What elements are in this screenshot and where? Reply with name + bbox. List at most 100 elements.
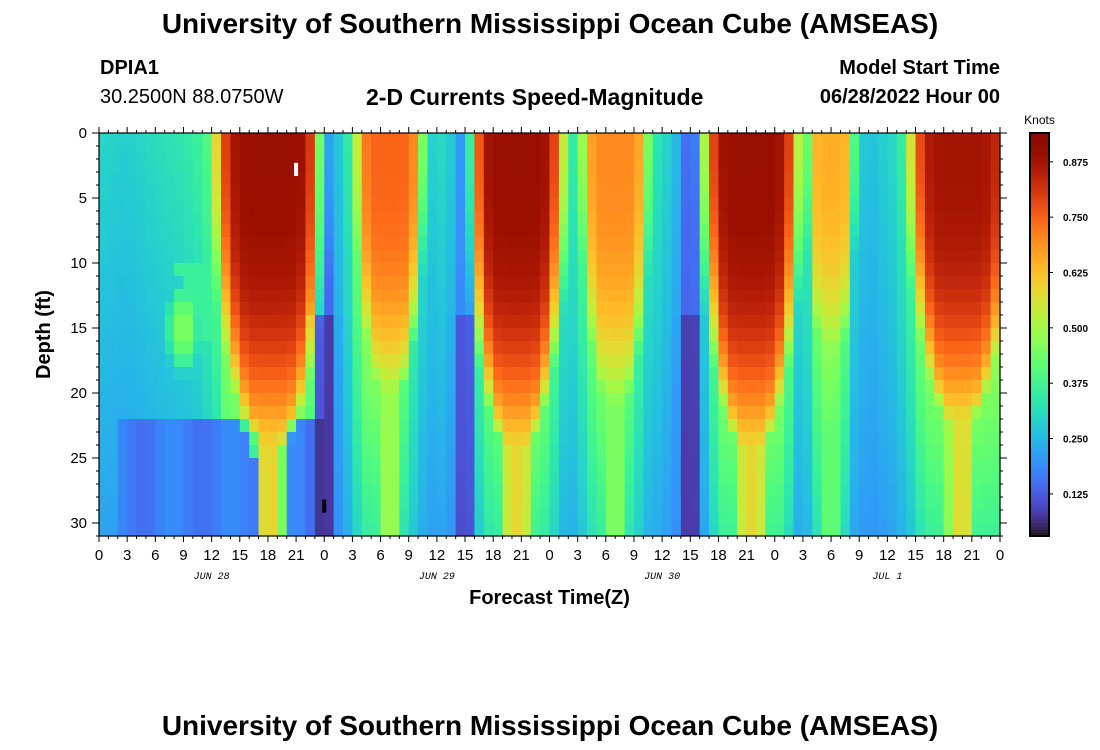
heat-cell [755,237,766,251]
heat-cell [521,250,532,264]
heat-cell [849,510,860,524]
heat-cell [633,315,644,329]
heat-cell [389,484,400,498]
heat-cell [305,289,316,303]
heat-cell [577,432,588,446]
heat-cell [652,510,663,524]
colorbar-segment [1030,371,1049,376]
heat-cell [643,276,654,290]
heat-cell [258,445,269,459]
heat-cell [117,510,128,524]
heat-cell [352,484,363,498]
heat-cell [221,211,231,225]
heat-cell [821,224,832,238]
heat-cell [164,198,175,212]
heat-cell [849,172,860,186]
heat-cell [230,393,241,407]
heat-cell [990,510,1001,524]
heat-cell [530,419,541,433]
heat-cell [380,471,391,485]
heat-cell [145,289,156,303]
heat-cell [906,367,917,381]
heat-cell [249,172,260,186]
colorbar-segment [1030,307,1049,312]
heat-cell [211,497,222,511]
heat-cell [877,224,888,238]
heat-cell [408,237,419,251]
heat-cell [521,406,532,420]
heat-cell [399,302,410,316]
heat-cell [868,523,879,537]
heat-cell [483,523,494,537]
x-tick-label: 21 [513,547,530,564]
heat-cell [784,315,795,329]
heat-cell [877,419,888,433]
heat-cell [399,185,410,199]
heat-cell [239,211,250,225]
heat-cell [474,185,485,199]
heat-cell [108,354,119,368]
heat-cell [493,315,504,329]
heat-cell [127,458,138,472]
heat-cell [624,354,635,368]
heat-cell [521,185,532,199]
heat-cell [765,237,776,251]
heat-cell [943,185,954,199]
heat-cell [802,354,813,368]
heat-cell [596,510,607,524]
heat-cell [474,341,485,355]
heat-cell [802,367,813,381]
heat-cell [615,380,626,394]
heat-cell [793,159,804,173]
heat-cell [446,471,457,485]
heat-cell [305,484,316,498]
heat-cell [859,367,870,381]
heat-cell [962,289,973,303]
heat-cell [145,146,156,160]
heat-cell [99,328,109,342]
heat-cell [709,133,720,147]
heat-cell [530,484,541,498]
heat-cell [164,211,175,225]
heat-cell [849,328,860,342]
heat-cell [859,159,870,173]
heat-cell [831,354,842,368]
heat-cell [324,419,335,433]
heat-cell [746,523,757,537]
heat-cell [690,185,701,199]
heat-cell [971,172,982,186]
heat-cell [924,497,935,511]
heat-cell [577,172,588,186]
heat-cell [455,250,466,264]
heat-cell [746,354,757,368]
heat-cell [202,380,213,394]
heat-cell [296,172,307,186]
heat-cell [746,276,757,290]
heat-cell [887,276,898,290]
heat-cell [877,328,888,342]
heat-cell [99,172,109,186]
heat-cell [577,315,588,329]
x-tick-label: 3 [799,547,807,564]
heat-cell [924,133,935,147]
heat-cell [343,146,354,160]
heat-cell [108,250,119,264]
colorbar-segment [1030,317,1049,322]
heat-cell [202,445,213,459]
heat-cell [549,302,560,316]
colorbar-segment [1030,324,1049,329]
heat-cell [427,159,438,173]
colorbar-segment [1030,435,1049,440]
heat-cell [436,393,447,407]
heat-cell [99,419,109,433]
heat-cell [399,497,410,511]
heat-cell [868,302,879,316]
heat-cell [671,445,682,459]
heat-cell [962,302,973,316]
heat-cell [662,458,673,472]
heat-cell [493,133,504,147]
heat-cell [755,302,766,316]
heat-cell [305,380,316,394]
heat-cell [540,289,551,303]
heat-cell [239,315,250,329]
